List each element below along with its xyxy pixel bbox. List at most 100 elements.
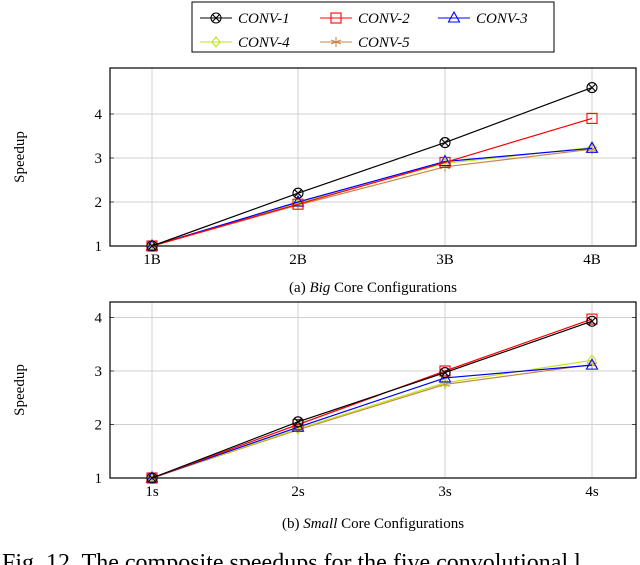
legend-marker [210, 12, 222, 24]
caption-suffix: Core Configurations [337, 516, 464, 532]
caption-emphasis: Small [303, 516, 337, 532]
y-tick-label: 3 [95, 151, 103, 167]
series-line [151, 364, 593, 479]
x-tick-label: 4s [585, 484, 599, 500]
y-tick-label: 1 [95, 239, 103, 255]
y-tick-label: 4 [95, 107, 103, 123]
y-tick-label: 4 [95, 311, 103, 327]
data-point [292, 187, 304, 199]
figure-caption: Fig. 12. The composite speedups for the … [2, 550, 581, 565]
x-stroke [441, 138, 449, 147]
data-point [586, 82, 598, 94]
diamond-marker [211, 36, 221, 48]
x-stroke [588, 317, 596, 326]
x-tick-label: 1s [145, 484, 159, 500]
plot-frame [109, 67, 637, 247]
legend-label: CONV-5 [358, 35, 410, 51]
data-point [146, 240, 158, 252]
x-tick-label: 3s [438, 484, 452, 500]
legend-item-conv-3: CONV-3 [438, 10, 528, 27]
data-point [292, 198, 304, 210]
data-point [146, 472, 158, 484]
caption-emphasis: Big [309, 280, 330, 296]
caption-suffix: Core Configurations [330, 280, 457, 296]
x-stroke [212, 14, 220, 22]
y-tick-label: 3 [95, 364, 103, 380]
x-stroke [148, 474, 156, 482]
series-conv-5 [146, 144, 598, 251]
data-point [439, 137, 451, 149]
series-conv-1 [146, 82, 598, 252]
y-axis-label: Speedup [12, 364, 28, 416]
series-conv-4 [147, 141, 597, 252]
series-line [151, 147, 593, 247]
square-marker [292, 418, 304, 431]
y-tick-label: 2 [95, 195, 103, 211]
data-point [585, 141, 599, 153]
circle-x-marker [146, 240, 158, 252]
legend-item-conv-1: CONV-1 [200, 11, 290, 27]
series-conv-4 [147, 354, 597, 484]
x-stroke [588, 83, 596, 92]
triangle-marker [291, 194, 305, 207]
data-point [439, 367, 451, 379]
caption-prefix: (a) [289, 280, 309, 296]
series-conv-5 [146, 359, 598, 483]
legend-box [191, 1, 555, 53]
legend-marker [447, 10, 461, 23]
data-point [585, 357, 599, 370]
x-tick-label: 2B [289, 252, 307, 268]
y-axis-label: Speedup [12, 131, 28, 183]
caption-prefix: (b) [282, 516, 303, 532]
data-point [291, 194, 305, 207]
data-point [438, 154, 452, 167]
chart-panel-1: 1 2 3 4 1B 2B 3B 4B Speedup (a) Big Core Configur… [12, 67, 637, 296]
chart-panel-2: 1 2 3 4 1s 2s 3s 4s Speedup (b) Small Core Config… [12, 301, 637, 532]
square-marker [292, 198, 304, 210]
circle-x-marker [146, 472, 158, 484]
triangle-marker [438, 154, 452, 167]
circle-x-marker [586, 315, 598, 327]
y-tick-label: 1 [95, 471, 103, 487]
legend-label: CONV-1 [238, 11, 290, 27]
panel-caption: (b) Small Core Configurations [282, 516, 464, 532]
data-point [439, 156, 451, 168]
x-tick-label: 2s [291, 484, 305, 500]
series-line [151, 320, 593, 479]
circle-x-marker [439, 367, 451, 379]
legend-marker [211, 36, 221, 48]
triangle-marker [585, 141, 599, 153]
legend-label: CONV-2 [358, 11, 410, 27]
legend-item-conv-5: CONV-5 [320, 35, 410, 51]
legend-marker [330, 12, 342, 24]
circle-x-marker [586, 82, 598, 94]
circle-x-marker [210, 12, 222, 24]
y-tick-label: 2 [95, 418, 103, 434]
plot-frame [109, 301, 637, 479]
x-stroke [294, 189, 302, 198]
x-stroke [441, 368, 449, 377]
diamond-marker [440, 376, 450, 389]
legend-item-conv-2: CONV-2 [320, 11, 410, 27]
square-marker [439, 156, 451, 168]
series-line [151, 117, 593, 247]
x-tick-label: 1B [143, 252, 161, 268]
series-line [151, 359, 593, 479]
panel-caption: (a) Big Core Configurations [289, 280, 457, 296]
legend-label: CONV-4 [238, 35, 290, 51]
data-point [586, 112, 598, 124]
star-marker [330, 37, 342, 47]
data-point [292, 416, 304, 428]
series-line [151, 146, 593, 247]
legend-item-conv-4: CONV-4 [200, 35, 290, 51]
circle-x-marker [292, 187, 304, 199]
x-tick-label: 3B [436, 252, 454, 268]
series-line [151, 148, 593, 247]
x-stroke [148, 242, 156, 250]
triangle-marker [447, 10, 461, 23]
circle-x-marker [439, 137, 451, 149]
circle-x-marker [292, 416, 304, 428]
data-point [292, 418, 304, 431]
legend-label: CONV-3 [476, 11, 528, 27]
